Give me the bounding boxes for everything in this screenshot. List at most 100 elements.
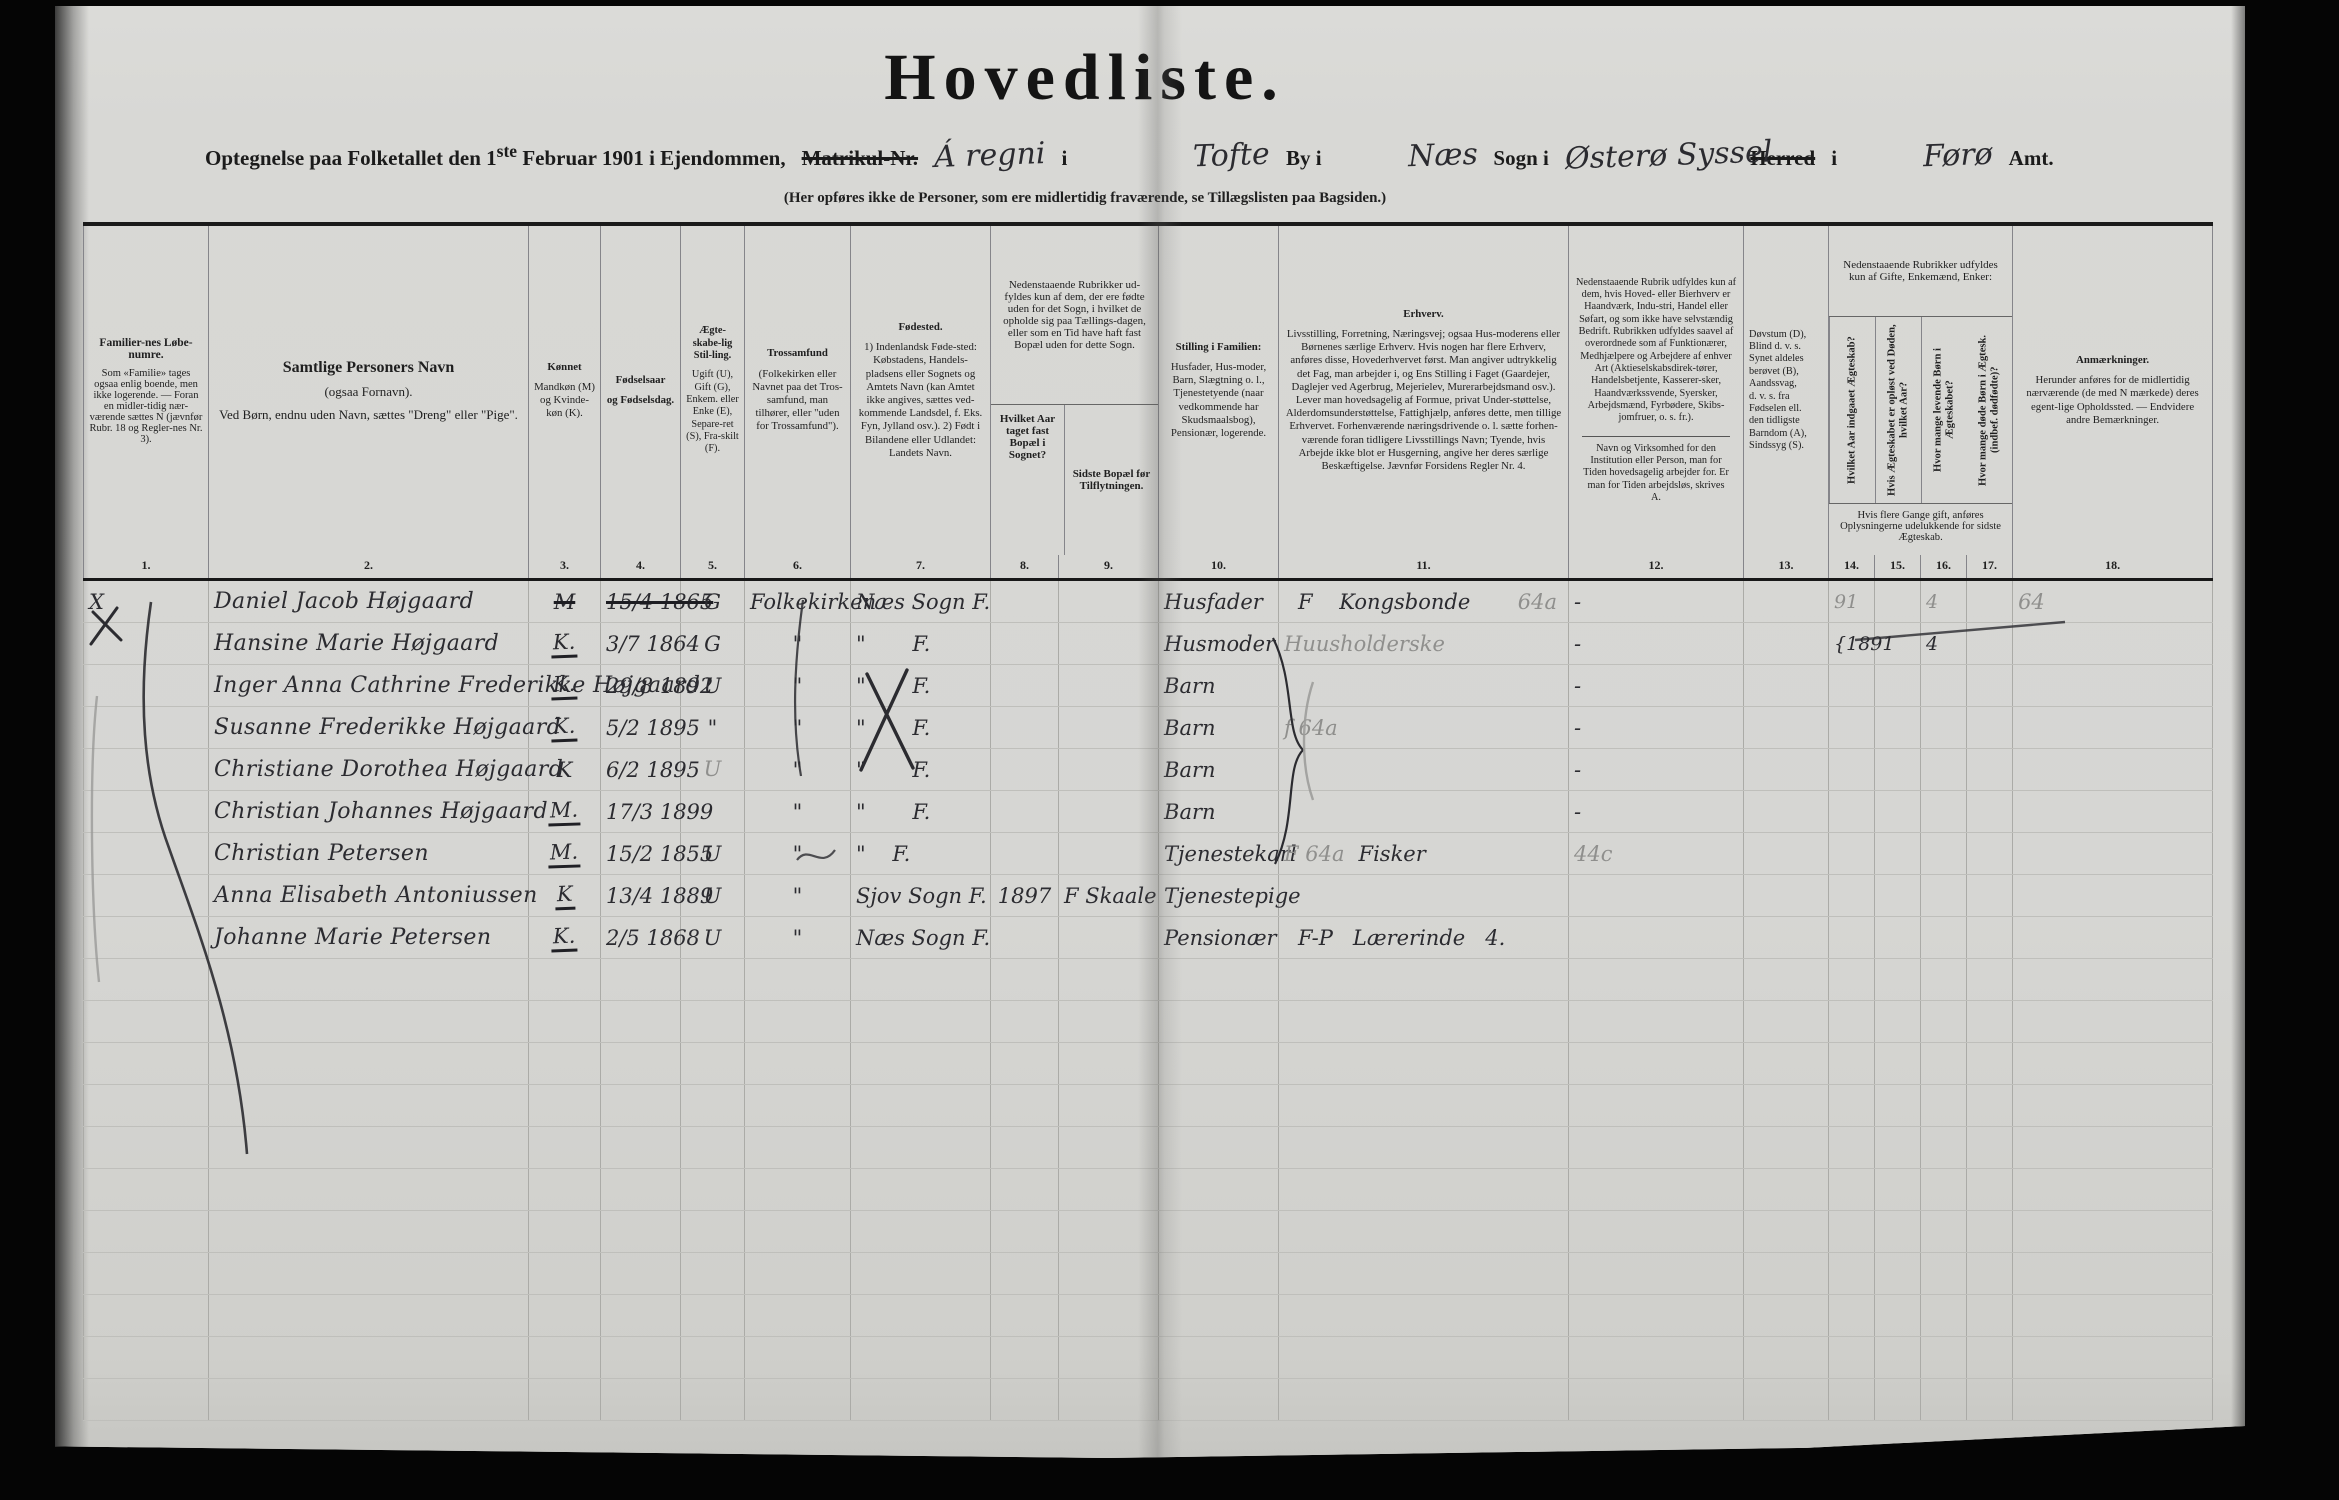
family-position-value: Husfader	[1164, 589, 1263, 614]
cell-year-settled	[990, 579, 1059, 623]
remarks-value: 64	[2018, 589, 2045, 614]
cell-marital-status: U	[680, 664, 745, 707]
empty-table-row	[83, 1042, 2214, 1085]
empty-table-row	[83, 1168, 2214, 1211]
declaration-printed-3: By i	[1285, 146, 1322, 170]
occupation-pencil-note: Huusholderske	[1284, 631, 1445, 656]
faith-value: "	[792, 799, 803, 824]
marital-status-value: U	[703, 673, 722, 698]
cell-name: Daniel Jacob Højgaard	[208, 579, 529, 623]
header-last-residence: Sidste Bopæl før Tilflytningen.	[1072, 468, 1151, 492]
cell-marriage-dissolved	[1874, 874, 1922, 917]
living-children-value: 4	[1926, 590, 1939, 613]
cell-living-children: 4	[1920, 622, 1968, 665]
birthplace-value: " F.	[856, 757, 931, 782]
family-position-value: Husmoder	[1164, 631, 1276, 656]
empty-table-row	[83, 1084, 2214, 1127]
cell-remarks	[2012, 622, 2214, 665]
header-marital-status: Ægte-skabe-lig Stil-ling. Ugift (U), Gift…	[680, 224, 745, 581]
cell-disabilities	[1743, 622, 1830, 665]
declaration-printed-4: Sogn i	[1493, 146, 1549, 170]
cell-marital-status: G	[680, 622, 745, 665]
empty-table-row	[83, 958, 2214, 1001]
birthdate-value: 3/7 1864	[606, 631, 700, 656]
cell-living-children	[1920, 664, 1968, 707]
sex-value: M.	[547, 838, 582, 869]
header-living-children: Hvor mange levende Børn i Ægteskabet?	[1921, 317, 1968, 503]
cell-sex: K	[528, 874, 601, 917]
cell-dead-children	[1966, 748, 2014, 791]
cell-birthdate: 29/8 1892	[600, 664, 713, 707]
cell-year-settled: 1897	[990, 874, 1059, 917]
marital-status-value: "	[707, 715, 718, 740]
cell-birthplace: " F.	[850, 832, 991, 875]
cell-birthplace: " F.	[850, 622, 991, 665]
empty-table-row	[83, 1210, 2214, 1253]
cell-name: Christian Petersen	[208, 832, 529, 875]
birthdate-value: 2/5 1868	[606, 925, 700, 950]
cell-name: Johanne Marie Petersen	[208, 916, 529, 959]
cell-family-number	[83, 748, 209, 791]
cell-occupation: F-P Lærerinde 4.	[1278, 916, 1570, 959]
cell-disabilities	[1743, 579, 1830, 623]
cell-dead-children	[1966, 579, 2014, 623]
cell-marital-status: U	[680, 916, 745, 959]
cell-year-settled	[990, 622, 1059, 665]
cell-occupation	[1278, 874, 1570, 917]
birthplace-value: " F.	[856, 799, 931, 824]
living-children-value: 4	[1926, 632, 1939, 655]
family-position-value: Barn	[1164, 799, 1216, 824]
cell-family-number	[83, 874, 209, 917]
cell-employer: -	[1568, 622, 1745, 665]
cell-marriage-dissolved	[1874, 832, 1922, 875]
marital-status-value: U	[703, 756, 722, 781]
cell-marriage-dissolved	[1874, 916, 1922, 959]
cell-marital-status: G	[680, 579, 745, 623]
name-value: Daniel Jacob Højgaard	[214, 589, 475, 614]
empty-table-row	[83, 1336, 2214, 1379]
cell-birthdate: 3/7 1864	[600, 622, 700, 665]
header-row: Familier-nes Løbe-numre. Som «Familie» ta…	[83, 224, 2214, 581]
sex-value: K.	[550, 629, 579, 658]
birthdate-value: 29/8 1892	[606, 673, 714, 698]
cell-marriage-year	[1828, 790, 1876, 833]
family-position-value: Barn	[1164, 673, 1216, 698]
cell-birthdate: 2/5 1868	[600, 916, 700, 959]
header-marriage-group: Nedenstaaende Rubrikker udfyldes kun af …	[1828, 224, 2014, 581]
cell-birthplace: Næs Sogn F.	[850, 916, 991, 959]
struck-herred-label: Herred	[1750, 146, 1816, 170]
handwritten-district: Østerø Syssel	[1564, 134, 1773, 177]
cell-last-residence	[1057, 579, 1160, 623]
name-value: Christian Johannes Højgaard	[214, 799, 548, 824]
cell-dead-children	[1966, 916, 2014, 959]
name-value: Anna Elisabeth Antoniussen	[214, 883, 538, 908]
occupation-value: Fisker	[1358, 841, 1426, 866]
cell-marriage-dissolved	[1874, 706, 1922, 749]
cell-family-number	[83, 706, 209, 749]
occupation-value: F-P Lærerinde 4.	[1298, 925, 1506, 950]
family-position-value: Pensionær	[1164, 925, 1277, 950]
cell-faith: "	[744, 748, 851, 791]
cell-family-position: Barn	[1158, 790, 1280, 833]
employer-mark: -	[1574, 631, 1582, 656]
cell-last-residence	[1057, 622, 1160, 665]
handwritten-property: Á regni	[933, 136, 1047, 175]
cell-name: Anna Elisabeth Antoniussen	[208, 874, 537, 917]
sex-value: K.	[550, 923, 579, 952]
header-birthdate: Fødselsaar og Fødselsdag. 4.	[600, 224, 681, 581]
cell-year-settled	[990, 790, 1059, 833]
family-number-value: X	[89, 589, 104, 614]
employer-mark: -	[1574, 757, 1582, 782]
cell-marriage-dissolved	[1874, 579, 1922, 623]
cell-marriage-year	[1828, 832, 1876, 875]
empty-table-row	[83, 1252, 2214, 1295]
marital-status-value: G	[704, 589, 721, 614]
cell-last-residence	[1057, 790, 1160, 833]
cell-living-children: 4	[1920, 579, 1968, 623]
declaration-printed-1: Optegnelse paa Folketallet den 1ste Febr…	[205, 141, 786, 170]
cell-employer: 44c	[1568, 832, 1745, 875]
name-value: Christiane Dorothea Højgaard	[214, 757, 564, 782]
census-sheet: Hovedliste. Optegnelse paa Folketallet d…	[55, 6, 2245, 1458]
header-year-settled: Hvilket Aar taget fast Bopæl i Sognet?	[991, 405, 1065, 555]
employer-mark: -	[1574, 673, 1582, 698]
